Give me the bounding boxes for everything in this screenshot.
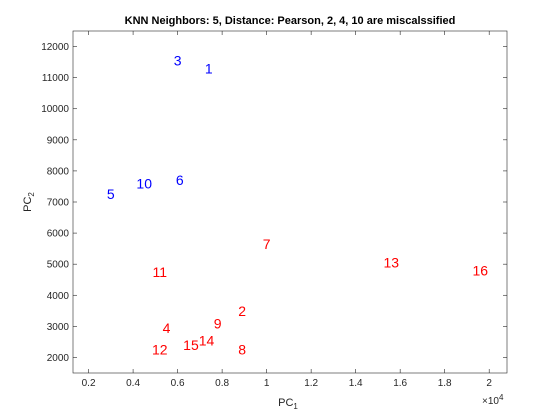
data-point-label: 7 (263, 236, 271, 252)
y-tick-label: 3000 (47, 322, 70, 333)
data-point-label: 16 (473, 262, 489, 278)
data-point-label: 3 (174, 53, 182, 69)
data-point-label: 6 (176, 172, 184, 188)
plot-area (72, 30, 508, 374)
x-axis-exponent: ×104 (482, 393, 504, 407)
x-tick-label: 0.2 (82, 378, 96, 389)
x-tick-label: 2 (486, 378, 492, 389)
x-tick-label: 0.8 (215, 378, 229, 389)
y-tick-label: 8000 (47, 166, 70, 177)
y-tick-label: 4000 (47, 291, 70, 302)
data-point-label: 4 (163, 320, 171, 336)
x-tick-label: 1.6 (393, 378, 407, 389)
data-point-label: 10 (136, 175, 152, 191)
y-axis-label: PC2 (22, 192, 36, 212)
y-tick-label: 11000 (42, 73, 70, 84)
chart-title: KNN Neighbors: 5, Distance: Pearson, 2, … (125, 15, 456, 27)
x-tick-label: 1.2 (304, 378, 318, 389)
x-tick-label: 1 (264, 378, 270, 389)
x-tick-label: 0.4 (126, 378, 140, 389)
data-point-label: 15 (183, 337, 199, 353)
x-tick-label: 1.4 (349, 378, 363, 389)
data-point-label: 11 (153, 264, 168, 280)
data-point-label: 5 (107, 186, 115, 202)
data-point-label: 9 (214, 315, 222, 331)
y-tick-label: 2000 (47, 353, 70, 364)
data-point-label: 1 (205, 60, 213, 76)
data-point-label: 12 (152, 342, 168, 358)
data-point-label: 2 (238, 303, 246, 319)
x-tick-label: 0.6 (171, 378, 185, 389)
y-tick-label: 10000 (41, 104, 69, 115)
y-tick-label: 6000 (47, 229, 70, 240)
x-tick-label: 1.8 (438, 378, 452, 389)
x-axis-label: PC1 (278, 397, 298, 411)
x-axis-ticks: 0.2 0.4 0.6 0.8 1 1.2 1.4 1.6 1.8 2 (82, 31, 492, 389)
y-tick-label: 7000 (47, 198, 70, 209)
y-tick-label: 5000 (47, 260, 70, 271)
y-axis-ticks: 2000300040005000600070008000900010000110… (41, 42, 507, 364)
data-point-label: 13 (383, 255, 399, 271)
data-point-label: 8 (238, 342, 246, 358)
y-tick-label: 12000 (41, 42, 69, 53)
data-point-label: 14 (199, 332, 215, 348)
y-tick-label: 9000 (47, 135, 70, 146)
